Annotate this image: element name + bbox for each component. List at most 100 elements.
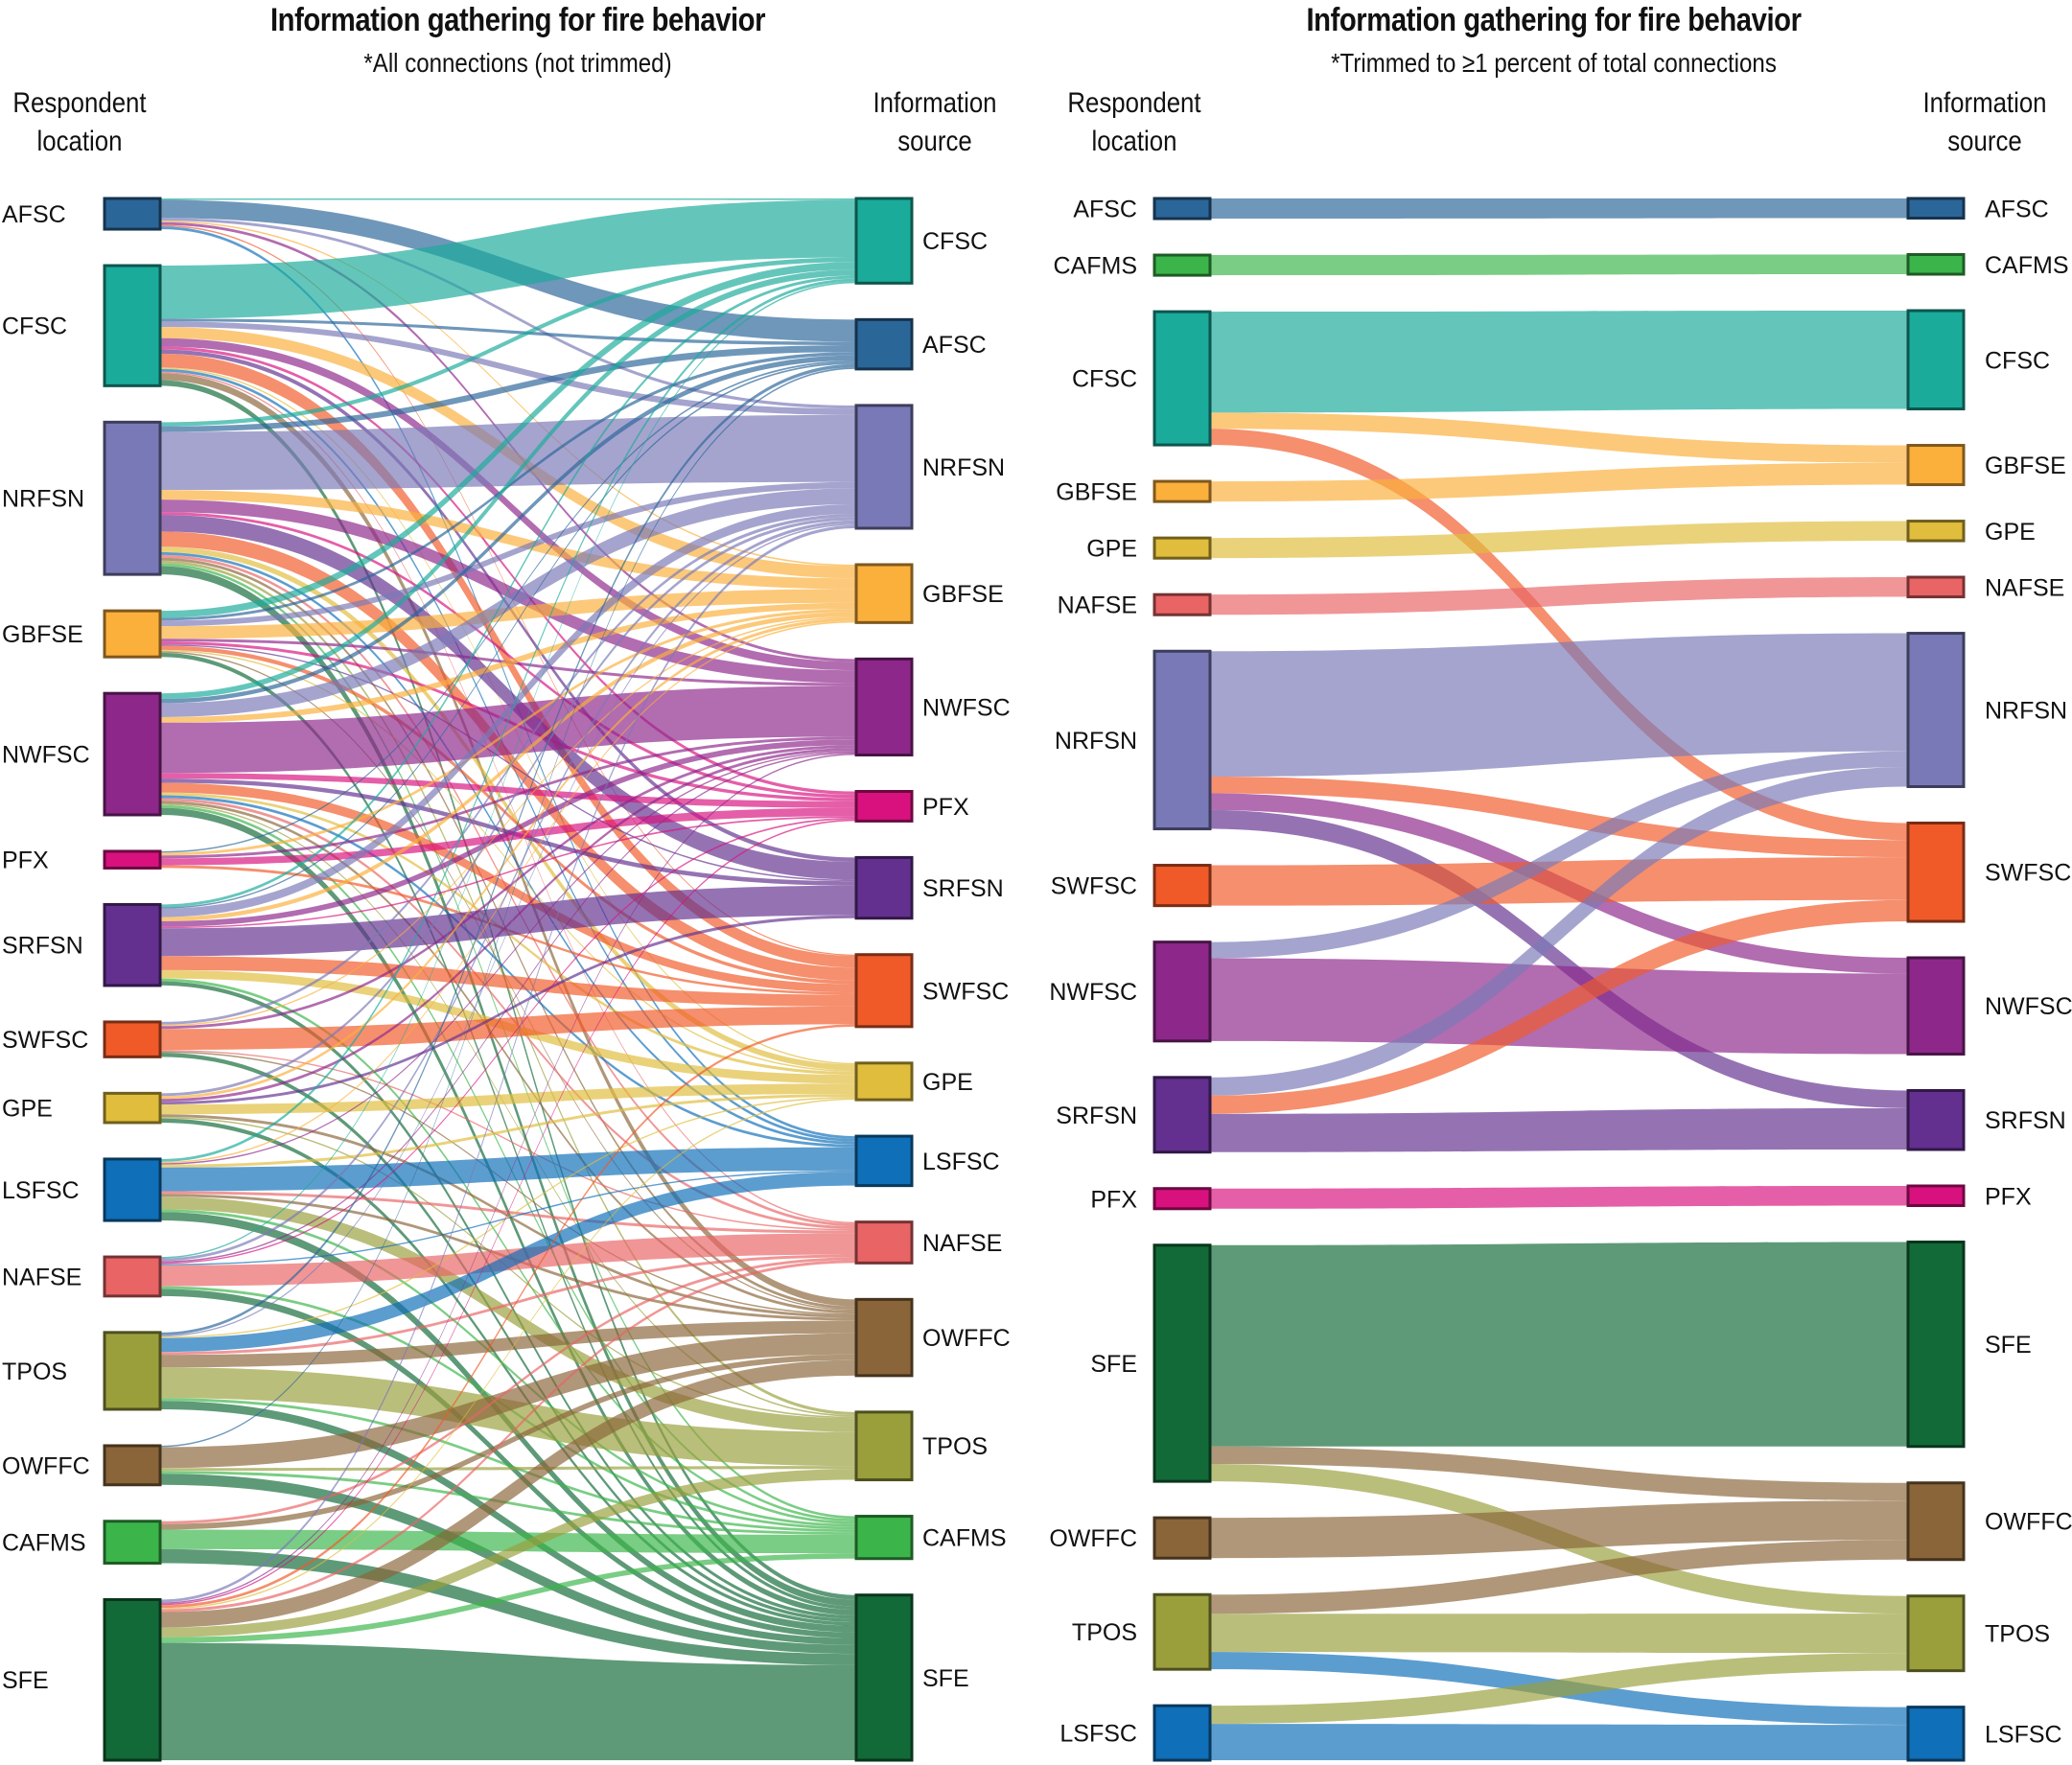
right-node-label-gbfse: GBFSE (1985, 453, 2066, 479)
right-axis-label: Information source (856, 84, 1013, 161)
left-node-owffc (103, 1444, 162, 1487)
link-nrfsn-to-sfe (160, 566, 856, 1607)
right-node-sfe (854, 1593, 914, 1762)
link-gpe-to-gbfse (160, 617, 856, 1100)
right-node-label-srfsn: SRFSN (1985, 1107, 2066, 1134)
left-node-label-gbfse: GBFSE (1056, 479, 1137, 506)
right-node-label-nafse: NAFSE (1985, 574, 2064, 601)
right-node-label-owffc: OWFFC (1985, 1509, 2072, 1536)
link-cafms-to-cafms (1210, 254, 1908, 276)
link-sfe-to-pfx (160, 819, 856, 1606)
left-axis-label-line1: Respondent (1067, 87, 1201, 119)
left-node-pfx (1152, 1187, 1212, 1211)
right-node-label-cfsc: CFSC (922, 228, 988, 255)
left-axis-label: Respondent location (1056, 84, 1212, 161)
link-gpe-to-nrfsn (160, 517, 856, 1097)
right-node-gpe (1906, 520, 1966, 543)
link-srfsn-to-srfsn (1210, 1107, 1908, 1152)
sankey-panel-untrimmed: Information gathering for fire behavior … (2, 2, 1013, 1762)
link-srfsn-to-pfx (160, 816, 856, 929)
link-gpe-to-nwfsc (160, 748, 856, 1103)
left-node-label-swfsc: SWFSC (1051, 873, 1137, 900)
link-gbfse-to-gbfse (1210, 462, 1908, 502)
link-tpos-to-afsc (160, 363, 856, 1335)
link-sfe-to-nafse (160, 1260, 856, 1613)
right-node-nwfsc (854, 657, 914, 756)
link-sfe-to-gpe (160, 1098, 856, 1610)
left-node-gbfse (1152, 479, 1212, 503)
link-cfsc-to-cfsc (1210, 311, 1908, 413)
right-node-label-pfx: PFX (1985, 1183, 2032, 1210)
left-node-label-gpe: GPE (2, 1096, 53, 1123)
link-gbfse-to-gpe (160, 649, 856, 1073)
links-group (160, 198, 856, 1760)
link-cafms-to-owffc (160, 1354, 856, 1530)
left-node-lsfsc (103, 1157, 162, 1222)
left-node-label-tpos: TPOS (2, 1359, 67, 1385)
link-nwfsc-to-nwfsc (160, 685, 856, 774)
left-node-label-afsc: AFSC (1073, 197, 1137, 223)
right-node-cafms (1906, 253, 1966, 276)
right-node-swfsc (854, 953, 914, 1029)
link-cfsc-to-pfx (160, 346, 856, 795)
link-gpe-to-gpe (1210, 521, 1908, 559)
link-nrfsn-to-srfsn (160, 515, 856, 880)
right-node-srfsn (854, 855, 914, 920)
left-node-label-nwfsc: NWFSC (2, 742, 90, 769)
link-gbfse-to-nrfsn (160, 481, 856, 627)
right-node-owffc (854, 1297, 914, 1378)
link-owffc-to-owffc (1210, 1500, 1908, 1559)
right-node-label-cafms: CAFMS (1985, 252, 2069, 279)
links-group (1210, 198, 1908, 1760)
right-node-label-cfsc: CFSC (1985, 347, 2050, 374)
link-cafms-to-nafse (160, 1257, 856, 1524)
right-node-tpos (854, 1410, 914, 1482)
link-cfsc-to-gbfse (1210, 412, 1908, 463)
right-node-label-srfsn: SRFSN (922, 875, 1004, 902)
left-node-nrfsn (103, 420, 162, 576)
sankey-diagram-trimmed: AFSC CAFMS CFSC GBFSE GPE NAFSE NRFSN SWFSC NWFS… (1049, 196, 2072, 1762)
link-owffc-to-tpos (160, 1466, 856, 1472)
link-nafse-to-nrfsn (160, 520, 856, 1262)
link-nrfsn-to-swfsc (160, 531, 856, 981)
link-gbfse-to-swfsc (160, 645, 856, 985)
right-node-gpe (854, 1061, 914, 1102)
link-pfx-to-gbfse (160, 609, 856, 856)
link-owffc-to-sfe (160, 1474, 856, 1655)
left-node-label-gpe: GPE (1086, 536, 1137, 563)
left-node-label-lsfsc: LSFSC (1059, 1721, 1137, 1748)
left-node-tpos (103, 1331, 162, 1411)
left-node-sfe (103, 1597, 162, 1762)
link-lsfsc-to-gpe (160, 1093, 856, 1168)
right-node-label-nrfsn: NRFSN (1985, 698, 2067, 725)
chart-subtitle: *All connections (not trimmed) (363, 48, 672, 78)
left-node-label-pfx: PFX (1090, 1186, 1137, 1213)
link-srfsn-to-sfe (160, 981, 856, 1619)
link-owffc-to-cafms (160, 1471, 856, 1535)
link-nrfsn-to-nrfsn (1210, 633, 1908, 778)
link-sfe-to-swfsc (160, 1024, 856, 1609)
right-node-cafms (854, 1515, 914, 1561)
link-cfsc-to-afsc (160, 318, 856, 346)
left-node-nafse (103, 1255, 162, 1298)
link-nafse-to-nwfsc (160, 752, 856, 1263)
right-node-label-nrfsn: NRFSN (922, 454, 1005, 481)
link-sfe-to-owffc (160, 1359, 856, 1628)
link-nrfsn-to-pfx (160, 512, 856, 799)
link-tpos-to-tpos (1210, 1614, 1908, 1654)
right-node-label-nwfsc: NWFSC (922, 694, 1011, 721)
link-sfe-to-sfe (1210, 1242, 1908, 1447)
link-pfx-to-nwfsc (160, 736, 856, 859)
link-nwfsc-to-nafse (160, 798, 856, 1230)
left-node-nafse (1152, 592, 1212, 616)
left-node-afsc (103, 197, 162, 231)
link-nrfsn-to-gpe (160, 546, 856, 1071)
link-nrfsn-to-afsc (160, 345, 856, 432)
left-node-cfsc (103, 264, 162, 387)
link-cfsc-to-nrfsn (160, 321, 856, 415)
link-gpe-to-gpe (160, 1083, 856, 1115)
left-node-label-srfsn: SRFSN (2, 933, 83, 960)
link-nwfsc-to-owffc (160, 801, 856, 1314)
left-node-label-cfsc: CFSC (1072, 366, 1137, 393)
link-tpos-to-gpe (160, 1097, 856, 1338)
